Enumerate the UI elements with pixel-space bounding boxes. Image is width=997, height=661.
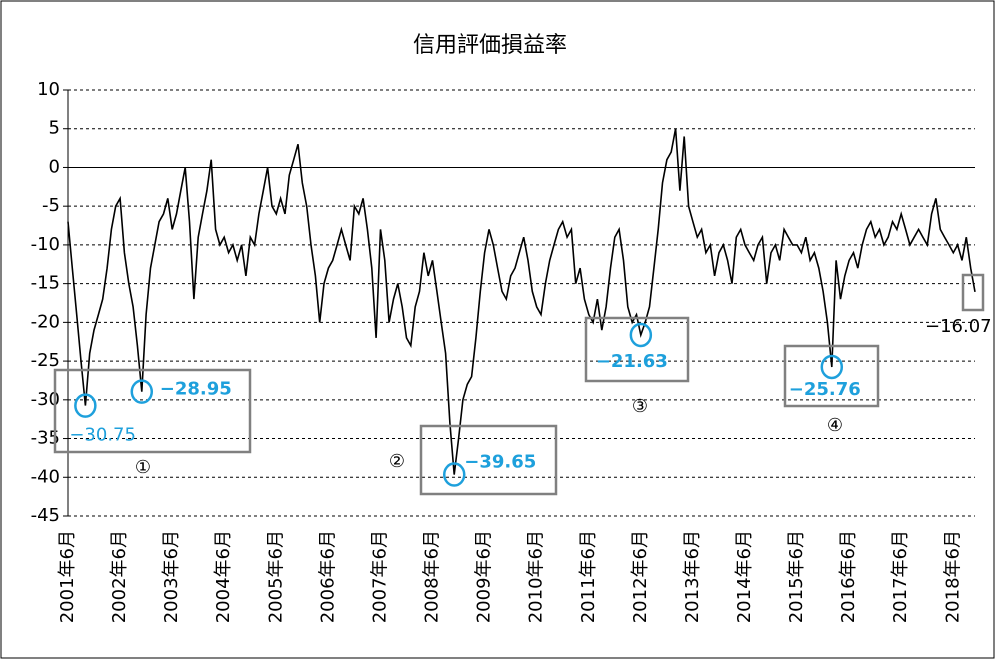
y-tick-label: -15 [31,273,60,294]
series-line [67,128,976,475]
x-tick-label: 2018年6月 [942,530,963,623]
y-tick-label: -40 [31,466,60,487]
annotation-box [584,316,690,383]
x-tick-label: 2014年6月 [734,530,755,623]
y-tick-label: 0 [49,156,60,177]
x-tick-label: 2004年6月 [213,530,234,623]
y-tick-label: 10 [37,79,60,100]
x-tick-label: 2017年6月 [890,530,911,623]
annotation-circle [130,379,154,404]
annotation-circle [74,393,97,418]
annotation-label: −30.75 [69,425,136,446]
annotation-label: −16.07 [925,316,992,337]
annotation-tag: ④ [827,415,843,436]
y-tick-label: -30 [31,389,60,410]
y-tick-label: -5 [42,195,60,216]
annotation-circle [629,322,653,348]
annotation-circle [820,354,844,380]
annotation-label: −39.65 [464,452,536,473]
annotation-box [53,368,252,454]
x-tick-label: 2010年6月 [526,530,547,623]
x-tick-label: 2016年6月 [838,530,859,623]
x-tick-label: 2015年6月 [786,530,807,623]
y-tick-label: -25 [31,350,60,371]
annotation-label: −21.63 [596,351,668,372]
y-tick-label: -35 [31,428,60,449]
annotation-box [419,424,558,496]
y-tick-label: -45 [31,505,60,526]
annotation-box [783,344,880,408]
x-tick-label: 2006年6月 [317,530,338,623]
x-tick-label: 2009年6月 [474,530,495,623]
x-tick-label: 2003年6月 [161,530,182,623]
x-tick-label: 2013年6月 [682,530,703,623]
x-tick-label: 2007年6月 [369,530,390,623]
annotation-circle [442,462,466,487]
annotation-label: −28.95 [160,379,232,400]
x-tick-label: 2002年6月 [109,530,130,623]
annotation-box [961,273,985,312]
annotation-tag: ① [135,457,151,478]
x-tick-label: 2005年6月 [265,530,286,623]
y-tick-label: -10 [31,234,60,255]
annotation-tag: ② [389,451,405,472]
y-tick-label: -20 [31,311,60,332]
y-tick-label: 5 [49,118,60,139]
x-tick-label: 2011年6月 [578,530,599,623]
chart-title: 信用評価損益率 [413,33,567,58]
annotation-tag: ③ [632,396,648,417]
x-tick-label: 2008年6月 [422,530,443,623]
x-tick-label: 2012年6月 [630,530,651,623]
annotation-label: −25.76 [789,379,861,400]
x-tick-label: 2001年6月 [57,530,78,623]
